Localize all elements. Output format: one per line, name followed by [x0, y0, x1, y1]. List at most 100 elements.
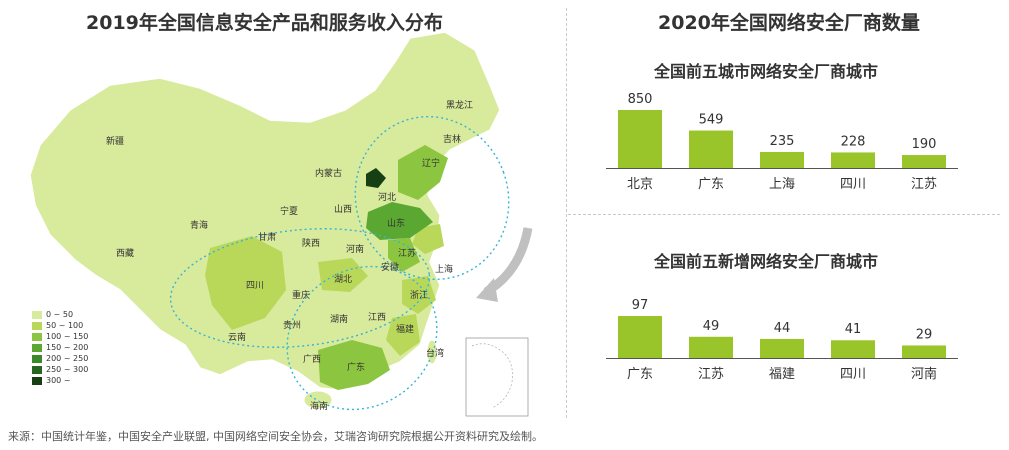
- map-label-yunnan: 云南: [228, 331, 246, 343]
- map-label-gansu: 甘肃: [258, 231, 276, 243]
- category-label: 江苏: [911, 176, 937, 192]
- chart1-bars: 850 北京 549 广东 235 上海 228 四川 190 江苏: [606, 92, 958, 192]
- category-label: 北京: [627, 177, 653, 192]
- legend-item: 300 ~: [32, 375, 88, 386]
- map-label-fujian: 福建: [396, 323, 414, 335]
- legend-label: 200 ~ 250: [46, 354, 89, 363]
- region-jiangsu: [388, 238, 420, 272]
- map-label-hubei: 湖北: [334, 274, 352, 285]
- bar-value-label: 97: [632, 298, 649, 313]
- region-shandong: [366, 202, 433, 240]
- horizontal-divider: [568, 214, 1000, 215]
- bar: [689, 336, 733, 358]
- map-label-qinghai: 青海: [190, 219, 208, 231]
- right-title: 2020年全国网络安全厂商数量: [658, 12, 920, 34]
- legend-swatch: [32, 310, 42, 319]
- legend-item: 200 ~ 250: [32, 353, 88, 364]
- legend-label: 0 ~ 50: [46, 310, 74, 319]
- cluster-ring-north: [354, 115, 510, 281]
- region-shanghai-area: [412, 224, 444, 254]
- category-label: 广东: [698, 177, 724, 192]
- bar-value-label: 29: [916, 327, 933, 342]
- legend-label: 150 ~ 200: [46, 343, 89, 352]
- category-label: 广东: [627, 367, 653, 382]
- legend-item: 250 ~ 300: [32, 364, 88, 375]
- legend-item: 0 ~ 50: [32, 309, 88, 320]
- map-label-heilongjiang: 黑龙江: [446, 99, 473, 111]
- map-label-guizhou: 贵州: [283, 319, 301, 331]
- map-label-jiangsu: 江苏: [398, 247, 416, 259]
- curved-arrow-head-icon: [476, 278, 498, 302]
- legend-swatch: [32, 321, 42, 330]
- legend-label: 300 ~: [46, 376, 71, 385]
- chart2-title: 全国前五新增网络安全厂商城市: [654, 252, 879, 271]
- china-map: 黑龙江 吉林 辽宁 新疆 内蒙古 河北 宁夏 山西 山东 青海 甘肃 陕西 河南…: [29, 31, 533, 417]
- legend-swatch: [32, 376, 42, 385]
- map-label-henan: 河南: [346, 243, 364, 255]
- map-label-guangxi: 广西: [303, 353, 321, 365]
- map-label-shanxi: 山西: [334, 204, 352, 215]
- map-label-hebei: 河北: [378, 191, 396, 203]
- bar-value-label: 235: [770, 134, 795, 149]
- legend-swatch: [32, 332, 42, 341]
- map-legend: 0 ~ 50 50 ~ 100 100 ~ 150 150 ~ 200 200 ~ 25…: [32, 309, 88, 386]
- bar-value-label: 49: [703, 319, 720, 334]
- chart1-title: 全国前五城市网络安全厂商城市: [654, 62, 879, 81]
- legend-item: 150 ~ 200: [32, 342, 88, 353]
- cluster-ring-central: [169, 228, 431, 348]
- map-label-anhui: 安徽: [381, 261, 399, 273]
- region-sichuan: [205, 236, 286, 330]
- bar: [760, 151, 804, 168]
- bar-value-label: 41: [845, 322, 862, 337]
- map-label-chongqing: 重庆: [292, 289, 310, 301]
- bar: [831, 340, 875, 358]
- region-beijing: [366, 168, 386, 188]
- map-label-shanghai: 上海: [435, 263, 453, 275]
- bar: [831, 152, 875, 168]
- bar: [902, 155, 946, 168]
- legend-label: 50 ~ 100: [46, 321, 84, 330]
- category-label: 四川: [840, 177, 866, 192]
- bar-value-label: 228: [841, 134, 866, 149]
- map-label-guangdong: 广东: [347, 361, 365, 373]
- category-label: 福建: [769, 367, 795, 382]
- map-label-taiwan: 台湾: [426, 347, 444, 359]
- region-hubei: [318, 258, 368, 292]
- category-label: 四川: [840, 367, 866, 382]
- legend-item: 50 ~ 100: [32, 320, 88, 331]
- region-liaoning: [398, 145, 448, 200]
- bar: [618, 110, 662, 168]
- category-label: 江苏: [698, 366, 724, 382]
- map-label-xizang: 西藏: [116, 247, 134, 259]
- legend-label: 250 ~ 300: [46, 365, 89, 374]
- category-label: 上海: [769, 177, 795, 192]
- map-label-hunan: 湖南: [330, 313, 348, 325]
- map-label-sichuan: 四川: [246, 281, 264, 291]
- map-label-zhejiang: 浙江: [410, 289, 428, 301]
- map-label-ningxia: 宁夏: [280, 205, 298, 217]
- bar: [902, 345, 946, 358]
- category-label: 河南: [911, 366, 937, 382]
- source-note: 来源：中国统计年鉴，中国安全产业联盟, 中国网络空间安全协会，艾瑞咨询研究院根据…: [8, 430, 543, 443]
- region-fujian: [386, 314, 420, 356]
- bar: [618, 316, 662, 358]
- bar-value-label: 190: [912, 137, 937, 152]
- region-guangdong: [318, 340, 390, 390]
- vertical-divider: [566, 8, 567, 418]
- legend-item: 100 ~ 150: [32, 331, 88, 342]
- map-label-jiangxi: 江西: [368, 312, 386, 323]
- map-label-hainan: 海南: [310, 400, 328, 412]
- legend-swatch: [32, 365, 42, 374]
- map-label-xinjiang: 新疆: [106, 135, 124, 147]
- legend-label: 100 ~ 150: [46, 332, 89, 341]
- legend-swatch: [32, 354, 42, 363]
- chart2-bars: 97 广东 49 江苏 44 福建 41 四川 29 河南: [606, 298, 958, 382]
- bar-value-label: 549: [699, 113, 724, 128]
- map-label-liaoning: 辽宁: [422, 157, 440, 169]
- south-sea-inset: [465, 337, 529, 417]
- map-label-jilin: 吉林: [443, 133, 461, 145]
- map-label-shaanxi: 陕西: [302, 237, 320, 249]
- cluster-ring-south: [286, 265, 438, 411]
- bar: [689, 130, 733, 168]
- bar-value-label: 44: [774, 321, 791, 336]
